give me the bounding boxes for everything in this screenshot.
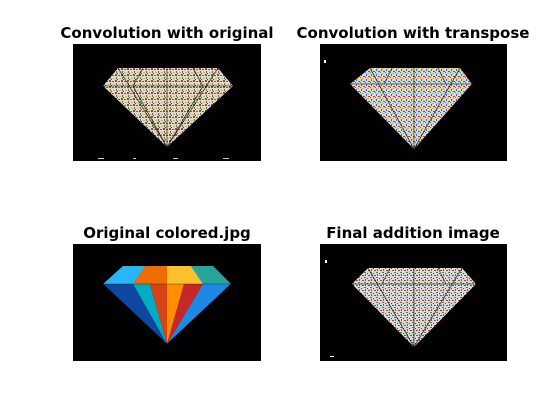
image-convolution-transpose	[320, 44, 507, 161]
image-convolution-original	[73, 44, 261, 161]
image-final-addition	[320, 244, 507, 361]
colored-diamond-graphic	[102, 266, 232, 345]
image-original-colored	[73, 244, 261, 361]
panel-title-convolution-original: Convolution with original	[60, 24, 274, 42]
edge-diamond-graphic-2	[324, 60, 472, 150]
panel-title-convolution-transpose: Convolution with transpose	[296, 24, 530, 42]
panel-title-original-colored: Original colored.jpg	[83, 224, 251, 242]
edge-diamond-graphic-1	[98, 67, 233, 159]
edge-diamond-graphic-3	[325, 260, 476, 357]
panel-title-final-addition: Final addition image	[326, 224, 500, 242]
